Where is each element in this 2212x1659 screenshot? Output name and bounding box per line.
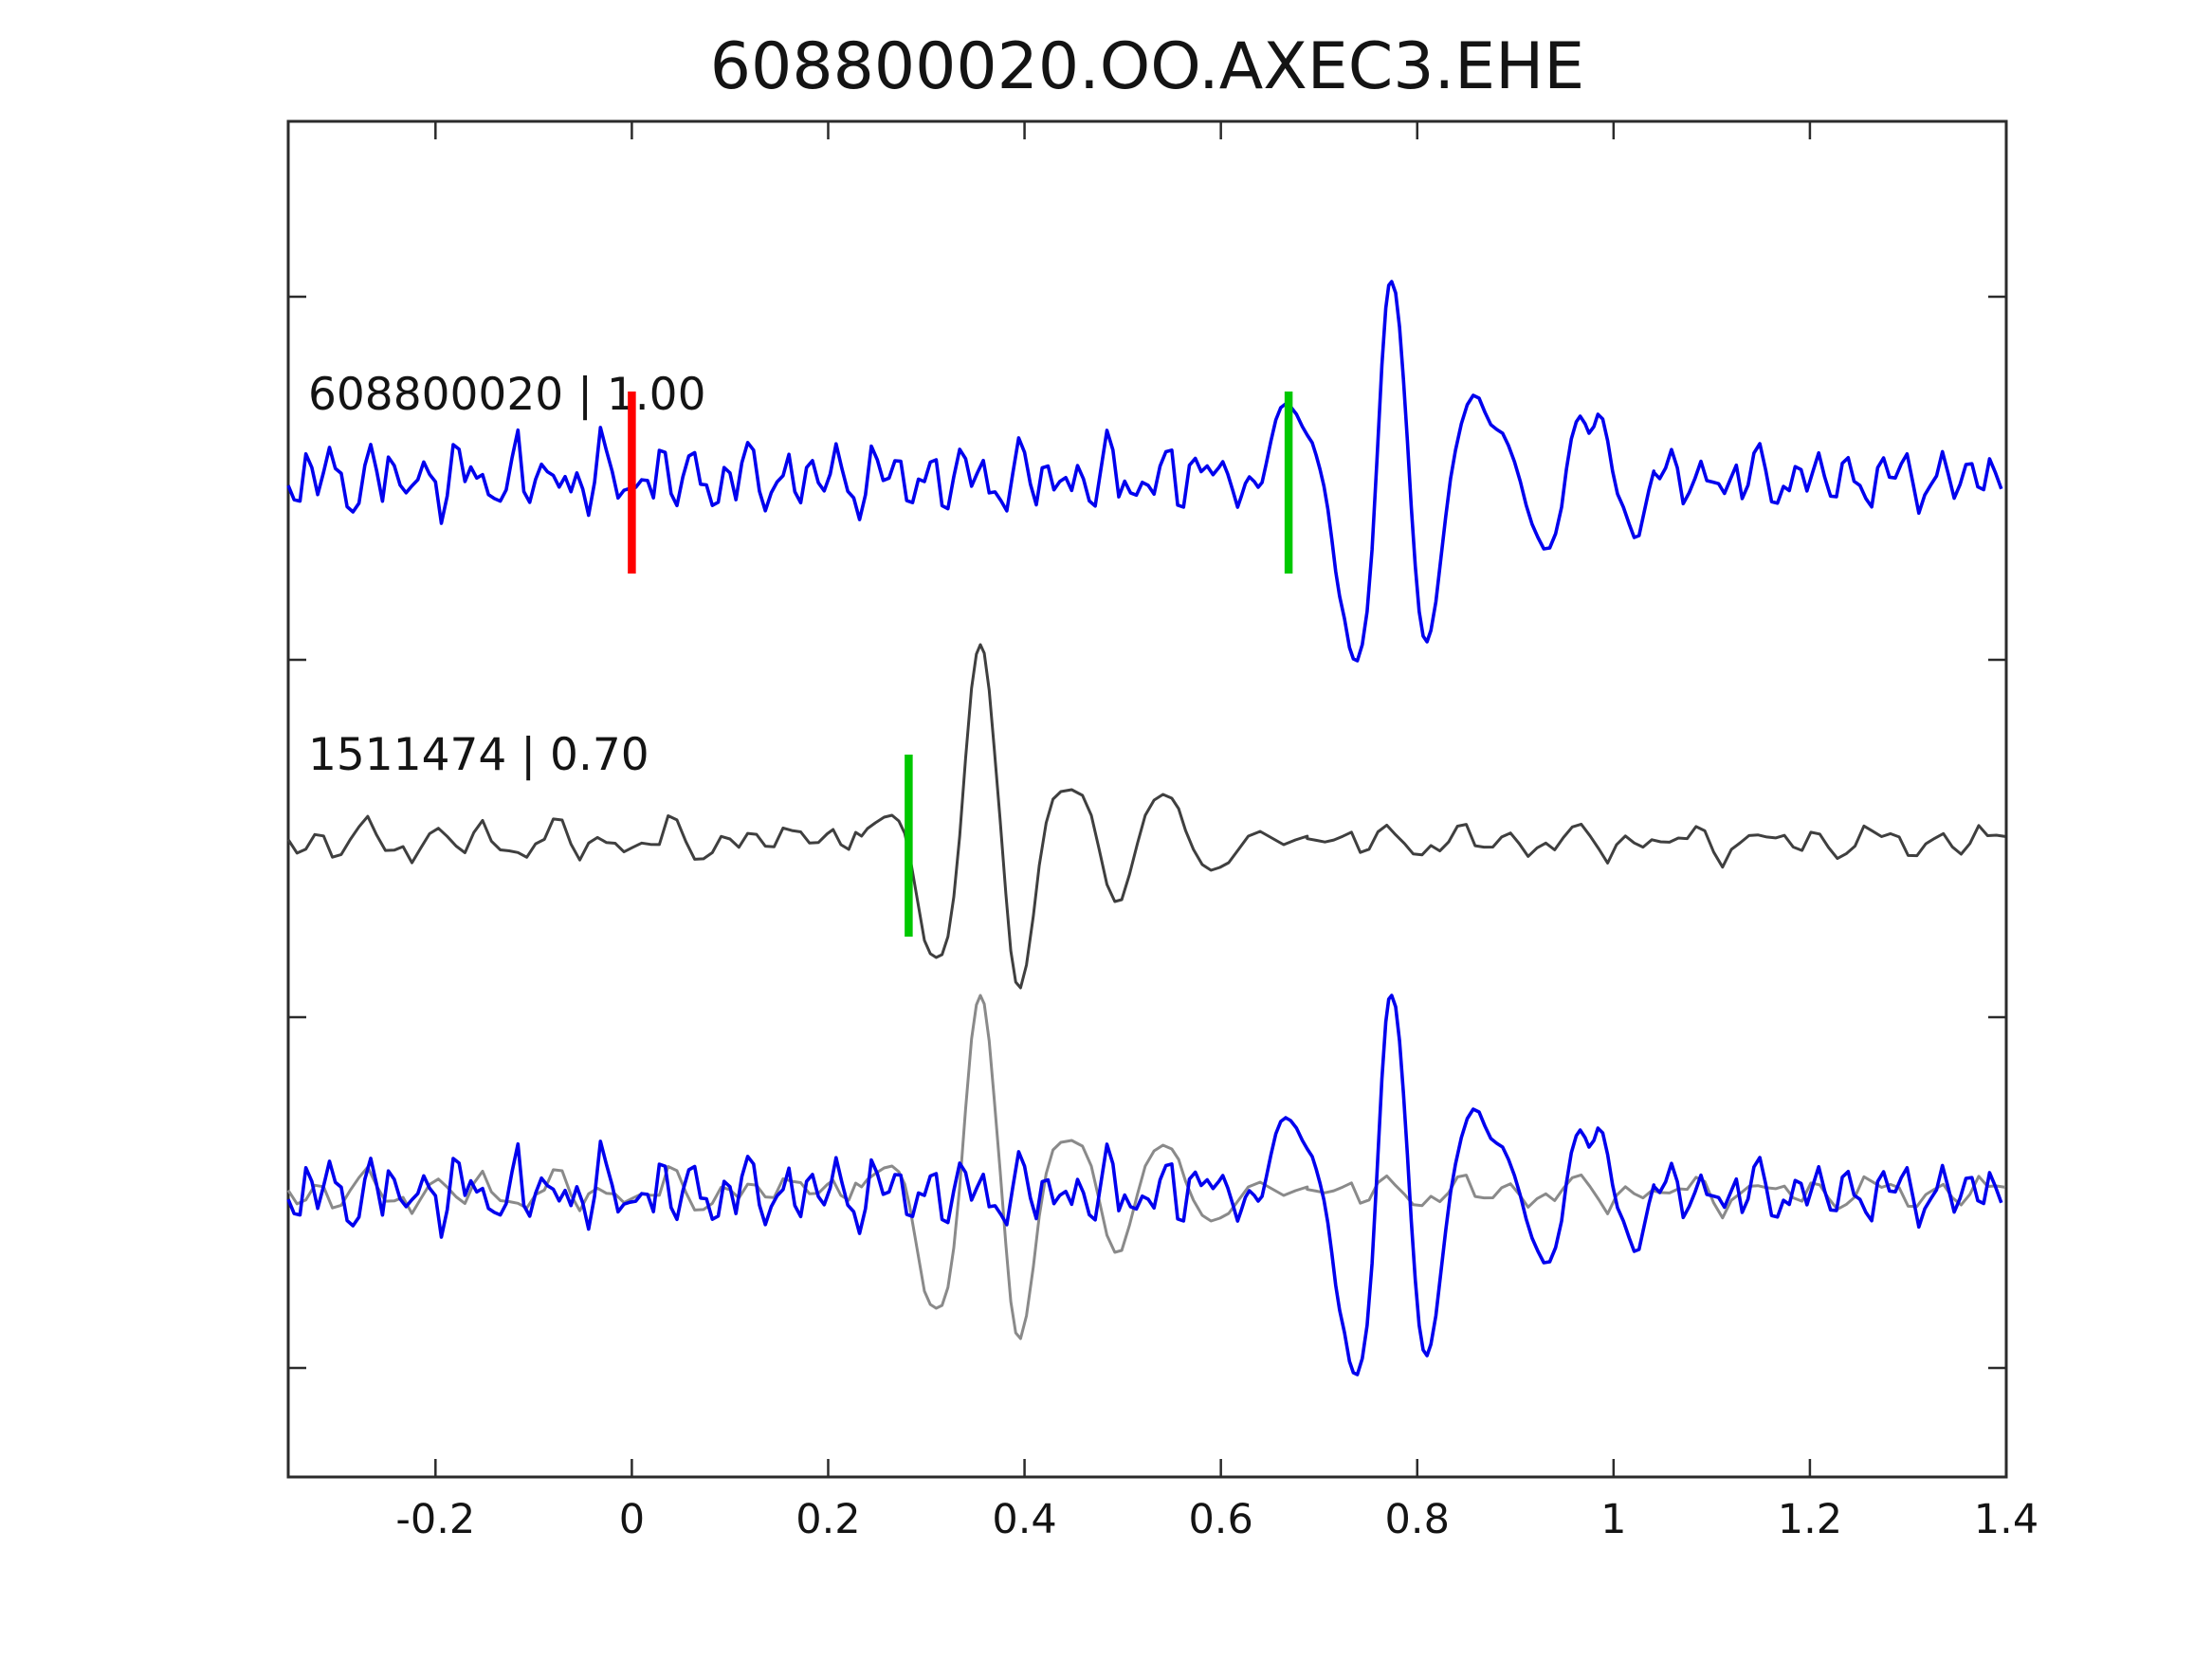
x-tick-label: -0.2	[395, 1496, 475, 1543]
pick-marker-layer	[628, 392, 1293, 937]
trace-panel3-template_608800020	[286, 994, 2003, 1376]
plot-frame-layer	[286, 119, 2008, 1479]
x-tick-label: 0	[619, 1496, 645, 1543]
trace-panel1-template_608800020	[286, 280, 2003, 663]
x-tick-label: 0.4	[992, 1496, 1056, 1543]
trace-label-detection: 1511474 | 0.70	[308, 729, 649, 781]
x-tick-label: 1.4	[1974, 1496, 2038, 1543]
tick-label-layer: -0.2 0 0.2 0.4 0.6 0.8 1 1.2 1.4	[395, 1496, 2038, 1543]
plot-frame	[286, 119, 2008, 1479]
x-tick-label: 0.8	[1385, 1496, 1450, 1543]
trace-panel3-detection_1511474	[286, 994, 2006, 1340]
trace-label-template: 608800020 | 1.00	[308, 369, 706, 421]
x-tick-label: 1.2	[1778, 1496, 1842, 1543]
x-tick-label: 0.6	[1188, 1496, 1252, 1543]
x-tick-label: 1	[1600, 1496, 1626, 1543]
trace-panel2-detection_1511474	[286, 643, 2006, 990]
plot-title: 608800020.OO.AXEC3.EHE	[710, 29, 1584, 104]
x-tick-label: 0.2	[795, 1496, 860, 1543]
trace-layer	[286, 280, 2006, 1376]
